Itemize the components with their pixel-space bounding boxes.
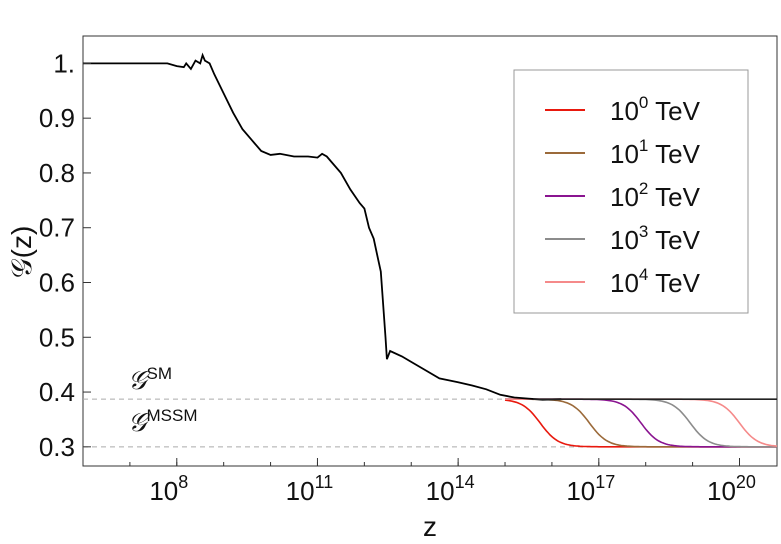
legend-label: 104 TeV	[610, 265, 701, 298]
legend: 100 TeV 101 TeV 102 TeV 103 TeV 104 TeV	[513, 69, 749, 314]
y-tick-label: 1.	[53, 48, 75, 78]
legend-label: 103 TeV	[610, 222, 701, 255]
y-tick-label: 0.7	[39, 213, 75, 243]
y-tick-label: 0.9	[39, 103, 75, 133]
reference-label: 𝒢SM	[128, 364, 172, 396]
legend-label: 101 TeV	[610, 136, 701, 169]
x-tick-label: 1014	[426, 472, 475, 506]
legend-label: 100 TeV	[610, 93, 701, 126]
y-tick-label: 0.3	[39, 432, 75, 462]
x-tick-label: 1017	[566, 472, 615, 506]
series-line	[505, 398, 777, 448]
legend-label: 102 TeV	[610, 179, 701, 212]
plot-frame	[82, 35, 778, 467]
y-tick-label: 0.5	[39, 322, 75, 352]
x-tick-label: 1020	[707, 472, 756, 506]
y-tick-label: 0.8	[39, 158, 75, 188]
x-tick-label: 108	[149, 472, 188, 506]
x-tick-label: 1011	[286, 472, 334, 506]
y-axis-ticks: 0.3 0.4 0.5 0.6 0.7 0.8 0.9 1.	[39, 48, 91, 462]
reference-label: 𝒢MSSM	[128, 406, 198, 438]
common-curve-line	[83, 52, 562, 401]
y-tick-label: 0.4	[39, 377, 75, 407]
reference-labels: 𝒢SM 𝒢MSSM	[128, 364, 198, 438]
y-tick-label: 0.6	[39, 267, 75, 297]
y-axis-label: 𝒢(z)	[6, 226, 37, 279]
x-axis-ticks: 108 1011 1014 1017 1020	[82, 458, 756, 506]
series-curves	[83, 52, 778, 448]
x-axis-label: z	[423, 511, 437, 542]
